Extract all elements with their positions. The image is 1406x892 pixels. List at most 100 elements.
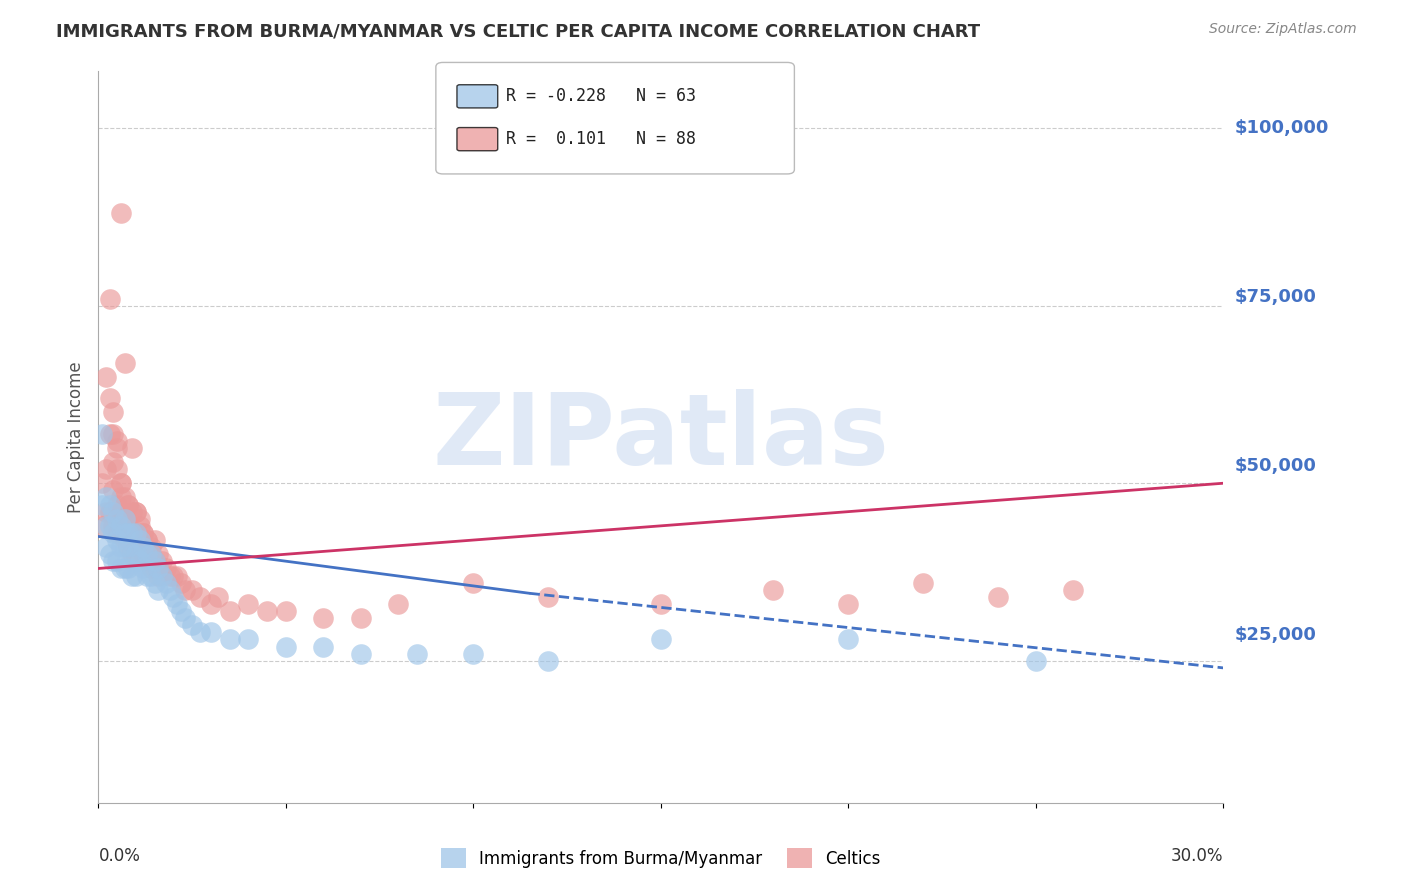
Point [155,575,177,590]
Point [150,554,173,568]
Text: R =  0.101   N = 88: R = 0.101 N = 88 [506,130,696,148]
Point [143,533,166,547]
Point [162,590,184,604]
Point [94,540,117,554]
Point [987,590,1010,604]
Point [114,512,136,526]
Point [94,519,117,533]
Point [125,568,148,582]
Point [387,597,409,611]
Point [103,554,125,568]
Point [117,519,139,533]
Point [406,647,429,661]
Point [139,547,162,561]
Point [103,483,125,498]
Point [1025,654,1047,668]
Point [98,292,121,306]
Point [125,547,148,561]
Point [312,611,335,625]
Text: Source: ZipAtlas.com: Source: ZipAtlas.com [1209,22,1357,37]
Point [136,533,159,547]
Point [256,604,278,618]
Point [117,540,139,554]
Point [114,561,136,575]
Point [91,426,114,441]
Point [537,654,560,668]
Point [148,561,170,575]
Point [94,505,117,519]
Point [238,632,260,647]
Point [132,540,155,554]
Point [139,561,162,575]
Point [103,455,125,469]
Point [114,355,136,369]
Point [94,462,117,476]
Point [762,582,785,597]
Point [650,597,672,611]
Point [114,525,136,540]
Point [136,547,159,561]
Point [350,647,373,661]
Point [125,525,148,540]
Point [91,519,114,533]
Point [143,554,166,568]
Point [105,498,128,512]
Point [136,568,159,582]
Point [121,441,143,455]
Point [103,505,125,519]
Point [110,540,132,554]
Point [110,525,132,540]
Point [139,547,162,561]
Point [110,519,132,533]
Point [117,533,139,547]
Point [94,491,117,505]
Point [463,647,485,661]
Point [114,533,136,547]
Point [91,498,114,512]
Point [94,369,117,384]
Point [110,561,132,575]
Point [117,540,139,554]
Point [105,441,128,455]
Point [128,540,150,554]
Point [463,575,485,590]
Point [114,519,136,533]
Point [98,391,121,405]
Point [132,547,155,561]
Text: ZIPatlas: ZIPatlas [433,389,889,485]
Point [125,505,148,519]
Point [181,618,204,632]
Point [170,575,193,590]
Point [166,597,188,611]
Point [103,519,125,533]
Point [98,498,121,512]
Point [207,590,229,604]
Point [121,568,143,582]
Point [98,519,121,533]
Point [98,547,121,561]
Point [121,547,143,561]
Point [110,491,132,505]
Point [162,568,184,582]
Y-axis label: Per Capita Income: Per Capita Income [66,361,84,513]
Point [148,568,170,582]
Point [155,561,177,575]
Point [125,525,148,540]
Point [128,554,150,568]
Point [91,476,114,491]
Point [121,547,143,561]
Point [173,582,195,597]
Point [218,632,240,647]
Point [105,533,128,547]
Point [148,561,170,575]
Point [537,590,560,604]
Point [1062,582,1084,597]
Point [105,512,128,526]
Point [238,597,260,611]
Point [350,611,373,625]
Point [274,640,297,654]
Point [117,498,139,512]
Point [150,568,173,582]
Point [125,505,148,519]
Point [274,604,297,618]
